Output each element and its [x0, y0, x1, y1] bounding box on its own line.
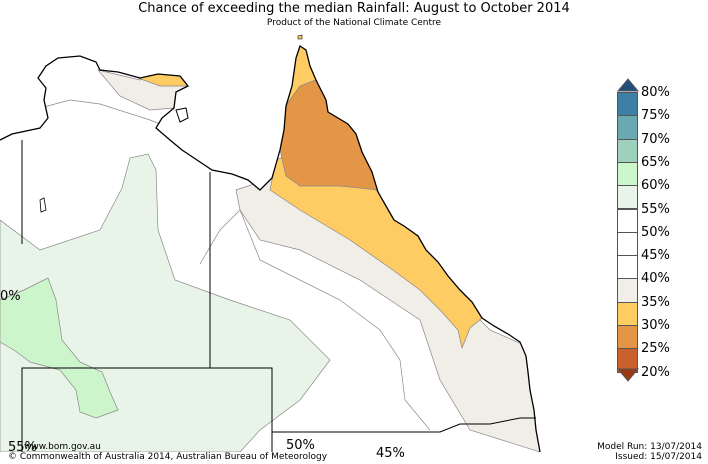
legend-swatch [617, 92, 638, 117]
region-60-65 [0, 277, 119, 419]
legend-label: 60% [641, 178, 670, 194]
legend-label: 40% [641, 271, 670, 287]
legend-label: 35% [641, 294, 670, 310]
coastline [0, 44, 541, 453]
legend-swatch [617, 115, 638, 140]
legend-label: 50% [641, 224, 670, 240]
legend-swatch [617, 301, 638, 326]
legend-label: 80% [641, 85, 670, 100]
legend-swatch [617, 278, 638, 303]
legend-label: 55% [641, 201, 670, 217]
footer-website[interactable]: www.bom.gov.au [24, 442, 101, 452]
legend-label: 70% [641, 131, 670, 147]
map-label-bottom-center: 50% [286, 438, 315, 453]
legend-arrow-up [617, 78, 639, 92]
legend-swatch [617, 161, 638, 187]
state-border [21, 172, 211, 452]
state-border [272, 417, 536, 433]
map-label-left: 0% [0, 289, 21, 304]
footer-issued: Issued: 15/07/2014 [615, 452, 702, 462]
legend: 80% 75% 70% 65% 60% 55% 50% 45% 40% 35% 30% 25% 20% [610, 76, 708, 388]
footer-copyright: © Commonwealth of Australia 2014, Austra… [8, 452, 328, 462]
map-subtitle: Product of the National Climate Centre [266, 18, 442, 28]
legend-swatch [617, 138, 638, 163]
legend-label: 65% [641, 154, 670, 170]
region-30-35 [279, 79, 379, 191]
legend-swatch [617, 185, 638, 210]
legend-swatch [617, 231, 638, 257]
legend-swatch [617, 325, 638, 350]
legend-label: 30% [641, 318, 670, 333]
legend-swatch [617, 208, 638, 233]
legend-label: 25% [641, 341, 670, 357]
legend-label: 75% [641, 108, 670, 124]
legend-label: 20% [641, 364, 670, 380]
map-label-bottom: 45% [376, 446, 405, 461]
island [39, 197, 47, 213]
legend-arrow-down [617, 368, 639, 382]
island [297, 34, 303, 40]
state-border [210, 367, 273, 452]
legend-label: 45% [641, 248, 670, 264]
map-title: Chance of exceeding the median Rainfall:… [138, 1, 570, 16]
map-label-bottom-left: 55% [8, 440, 37, 455]
legend-swatch [617, 255, 638, 280]
island [175, 107, 189, 123]
footer-model-run: Model Run: 13/07/2014 [597, 442, 702, 452]
